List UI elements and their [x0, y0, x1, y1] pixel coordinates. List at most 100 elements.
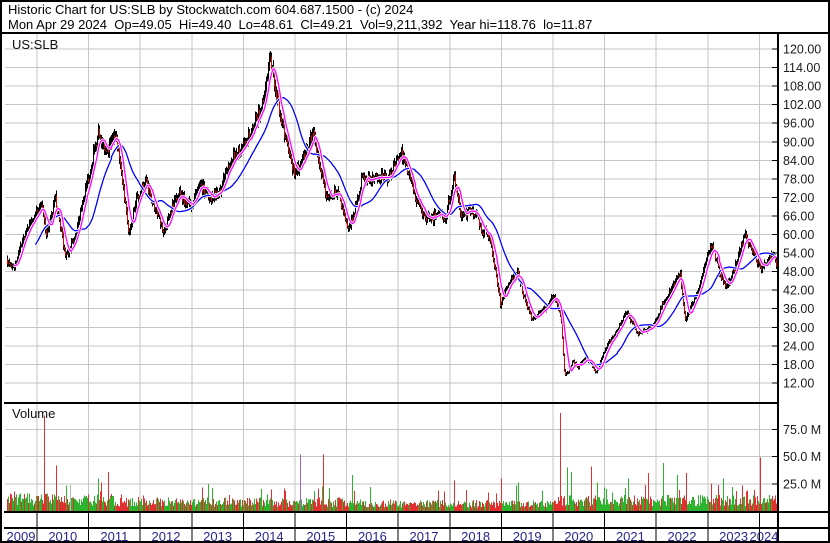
volume-bar: [262, 505, 263, 511]
volume-bar: [180, 499, 181, 511]
volume-bar: [483, 504, 484, 511]
volume-bar: [103, 497, 104, 511]
volume-bar: [453, 502, 454, 511]
volume-bar: [470, 505, 471, 511]
volume-bar: [589, 501, 590, 511]
volume-bar: [169, 500, 170, 511]
volume-bar: [185, 505, 186, 511]
price-tick-label: 48.00: [783, 265, 814, 279]
volume-bar: [501, 478, 502, 511]
volume-bar: [140, 501, 141, 511]
volume-bar: [14, 491, 15, 511]
volume-bar: [59, 499, 60, 511]
volume-bar: [231, 503, 232, 511]
year-label: 2010: [48, 529, 77, 543]
volume-bar: [116, 505, 117, 511]
volume-bar: [221, 504, 222, 511]
volume-bar: [591, 466, 592, 511]
volume-bar: [621, 496, 622, 511]
volume-bar: [718, 485, 719, 511]
volume-bar: [24, 494, 25, 511]
volume-bar: [597, 482, 598, 511]
volume-bar: [332, 506, 333, 511]
volume-bar: [533, 500, 534, 511]
volume-bar: [471, 507, 472, 511]
moving-averages-layer: [12, 66, 778, 374]
volume-bar: [460, 504, 461, 511]
volume-bar: [502, 503, 503, 511]
volume-bar: [237, 500, 238, 511]
volume-bar: [295, 501, 296, 511]
volume-bar: [450, 503, 451, 511]
volume-bar: [9, 503, 10, 511]
volume-bar: [209, 502, 210, 511]
volume-bar: [250, 499, 251, 511]
volume-bar: [473, 500, 474, 511]
volume-bar: [356, 503, 357, 511]
volume-bar: [461, 505, 462, 511]
volume-bar: [181, 502, 182, 511]
volume-bar: [263, 499, 264, 511]
volume-bar: [641, 496, 642, 511]
year-label: 2009: [7, 529, 36, 543]
volume-bar: [433, 500, 434, 511]
volume-bar: [298, 503, 299, 511]
volume-bar: [152, 503, 153, 511]
volume-bar: [320, 504, 321, 511]
volume-bar: [424, 504, 425, 511]
volume-bar: [202, 487, 203, 511]
volume-bar: [638, 501, 639, 511]
volume-bar: [286, 499, 287, 511]
volume-bar: [499, 501, 500, 511]
volume-bar: [294, 500, 295, 511]
volume-bar: [269, 500, 270, 511]
volume-bar: [84, 495, 85, 511]
volume-bar: [487, 499, 488, 511]
volume-bar: [758, 501, 759, 511]
volume-bar: [468, 507, 469, 511]
volume-bar: [684, 495, 685, 511]
volume-bar: [258, 502, 259, 511]
year-label: 2016: [358, 529, 387, 543]
volume-bar: [285, 490, 286, 511]
volume-bar: [7, 499, 8, 511]
volume-bar: [571, 471, 572, 511]
volume-bar: [28, 502, 29, 511]
volume-bar: [314, 497, 315, 511]
volume-bar: [120, 498, 121, 511]
volume-bar: [242, 500, 243, 511]
volume-bar: [693, 496, 694, 511]
volume-bar: [418, 504, 419, 511]
volume-bar: [107, 500, 108, 511]
volume-bar: [235, 504, 236, 511]
volume-bar: [174, 502, 175, 511]
volume-bar: [765, 503, 766, 511]
price-tick-label: 102.00: [783, 98, 821, 112]
volume-bar: [552, 501, 553, 511]
volume-bar: [616, 501, 617, 511]
volume-bar: [296, 501, 297, 511]
volume-bar: [389, 504, 390, 511]
volume-bar: [721, 497, 722, 511]
volume-bar: [521, 503, 522, 511]
volume-bar: [402, 503, 403, 511]
volume-bar: [326, 504, 327, 511]
volume-bar: [8, 496, 9, 511]
volume-bar: [538, 507, 539, 511]
price-tick-label: 12.00: [783, 376, 814, 390]
volume-bar: [720, 505, 721, 511]
volume-bar: [560, 413, 561, 511]
volume-bar: [561, 496, 562, 511]
volume-bar: [685, 499, 686, 511]
volume-bar: [372, 504, 373, 511]
volume-bar: [716, 495, 717, 511]
volume-bar: [645, 484, 646, 511]
volume-bar: [280, 504, 281, 511]
price-tick-label: 108.00: [783, 80, 821, 94]
volume-bar: [587, 498, 588, 511]
volume-bar: [609, 504, 610, 511]
volume-bar: [10, 503, 11, 511]
volume-bar: [247, 498, 248, 511]
volume-bar: [345, 506, 346, 511]
